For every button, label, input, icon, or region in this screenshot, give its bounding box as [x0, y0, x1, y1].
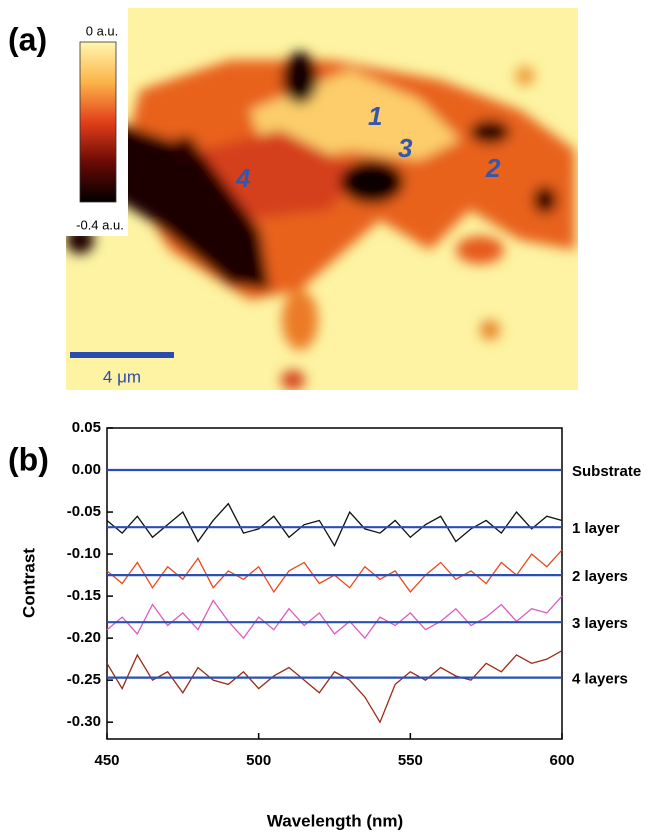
y-tick-label: -0.25 [67, 671, 101, 688]
scale-bar-label: 4 μm [103, 367, 141, 386]
optical-map [66, 8, 578, 390]
series-line [106, 502, 563, 548]
y-tick-label: 0.00 [72, 461, 101, 478]
panel-label: (b) [8, 441, 49, 477]
x-tick-label: 550 [398, 752, 423, 769]
series-line [106, 549, 563, 594]
line-label: 4 layers [572, 671, 628, 688]
x-tick-label: 500 [246, 752, 271, 769]
colorbar-top-label: 0 a.u. [86, 23, 119, 38]
x-tick-label: 450 [94, 752, 119, 769]
region-label: 1 [368, 101, 382, 131]
y-tick-label: -0.10 [67, 545, 101, 562]
y-tick-label: -0.30 [67, 713, 101, 730]
x-tick-label: 600 [549, 752, 574, 769]
y-tick-label: 0.05 [72, 419, 101, 436]
plot-frame [106, 427, 563, 740]
colorbar-bottom-label: -0.4 a.u. [76, 217, 124, 232]
region-label: 3 [398, 133, 413, 163]
line-label: Substrate [572, 463, 641, 480]
line-label: 2 layers [572, 568, 628, 585]
y-axis-title: Contrast [19, 548, 38, 618]
series-line [106, 595, 563, 640]
region-label: 2 [485, 153, 501, 183]
line-label: 3 layers [572, 615, 628, 632]
x-axis-title: Wavelength (nm) [267, 811, 403, 830]
line-label: 1 layer [572, 520, 620, 537]
region-label: 4 [235, 163, 251, 193]
y-tick-label: -0.15 [67, 587, 101, 604]
y-tick-label: -0.05 [67, 503, 101, 520]
y-tick-label: -0.20 [67, 629, 101, 646]
panel-label: (a) [8, 21, 47, 57]
series-line [106, 650, 563, 724]
